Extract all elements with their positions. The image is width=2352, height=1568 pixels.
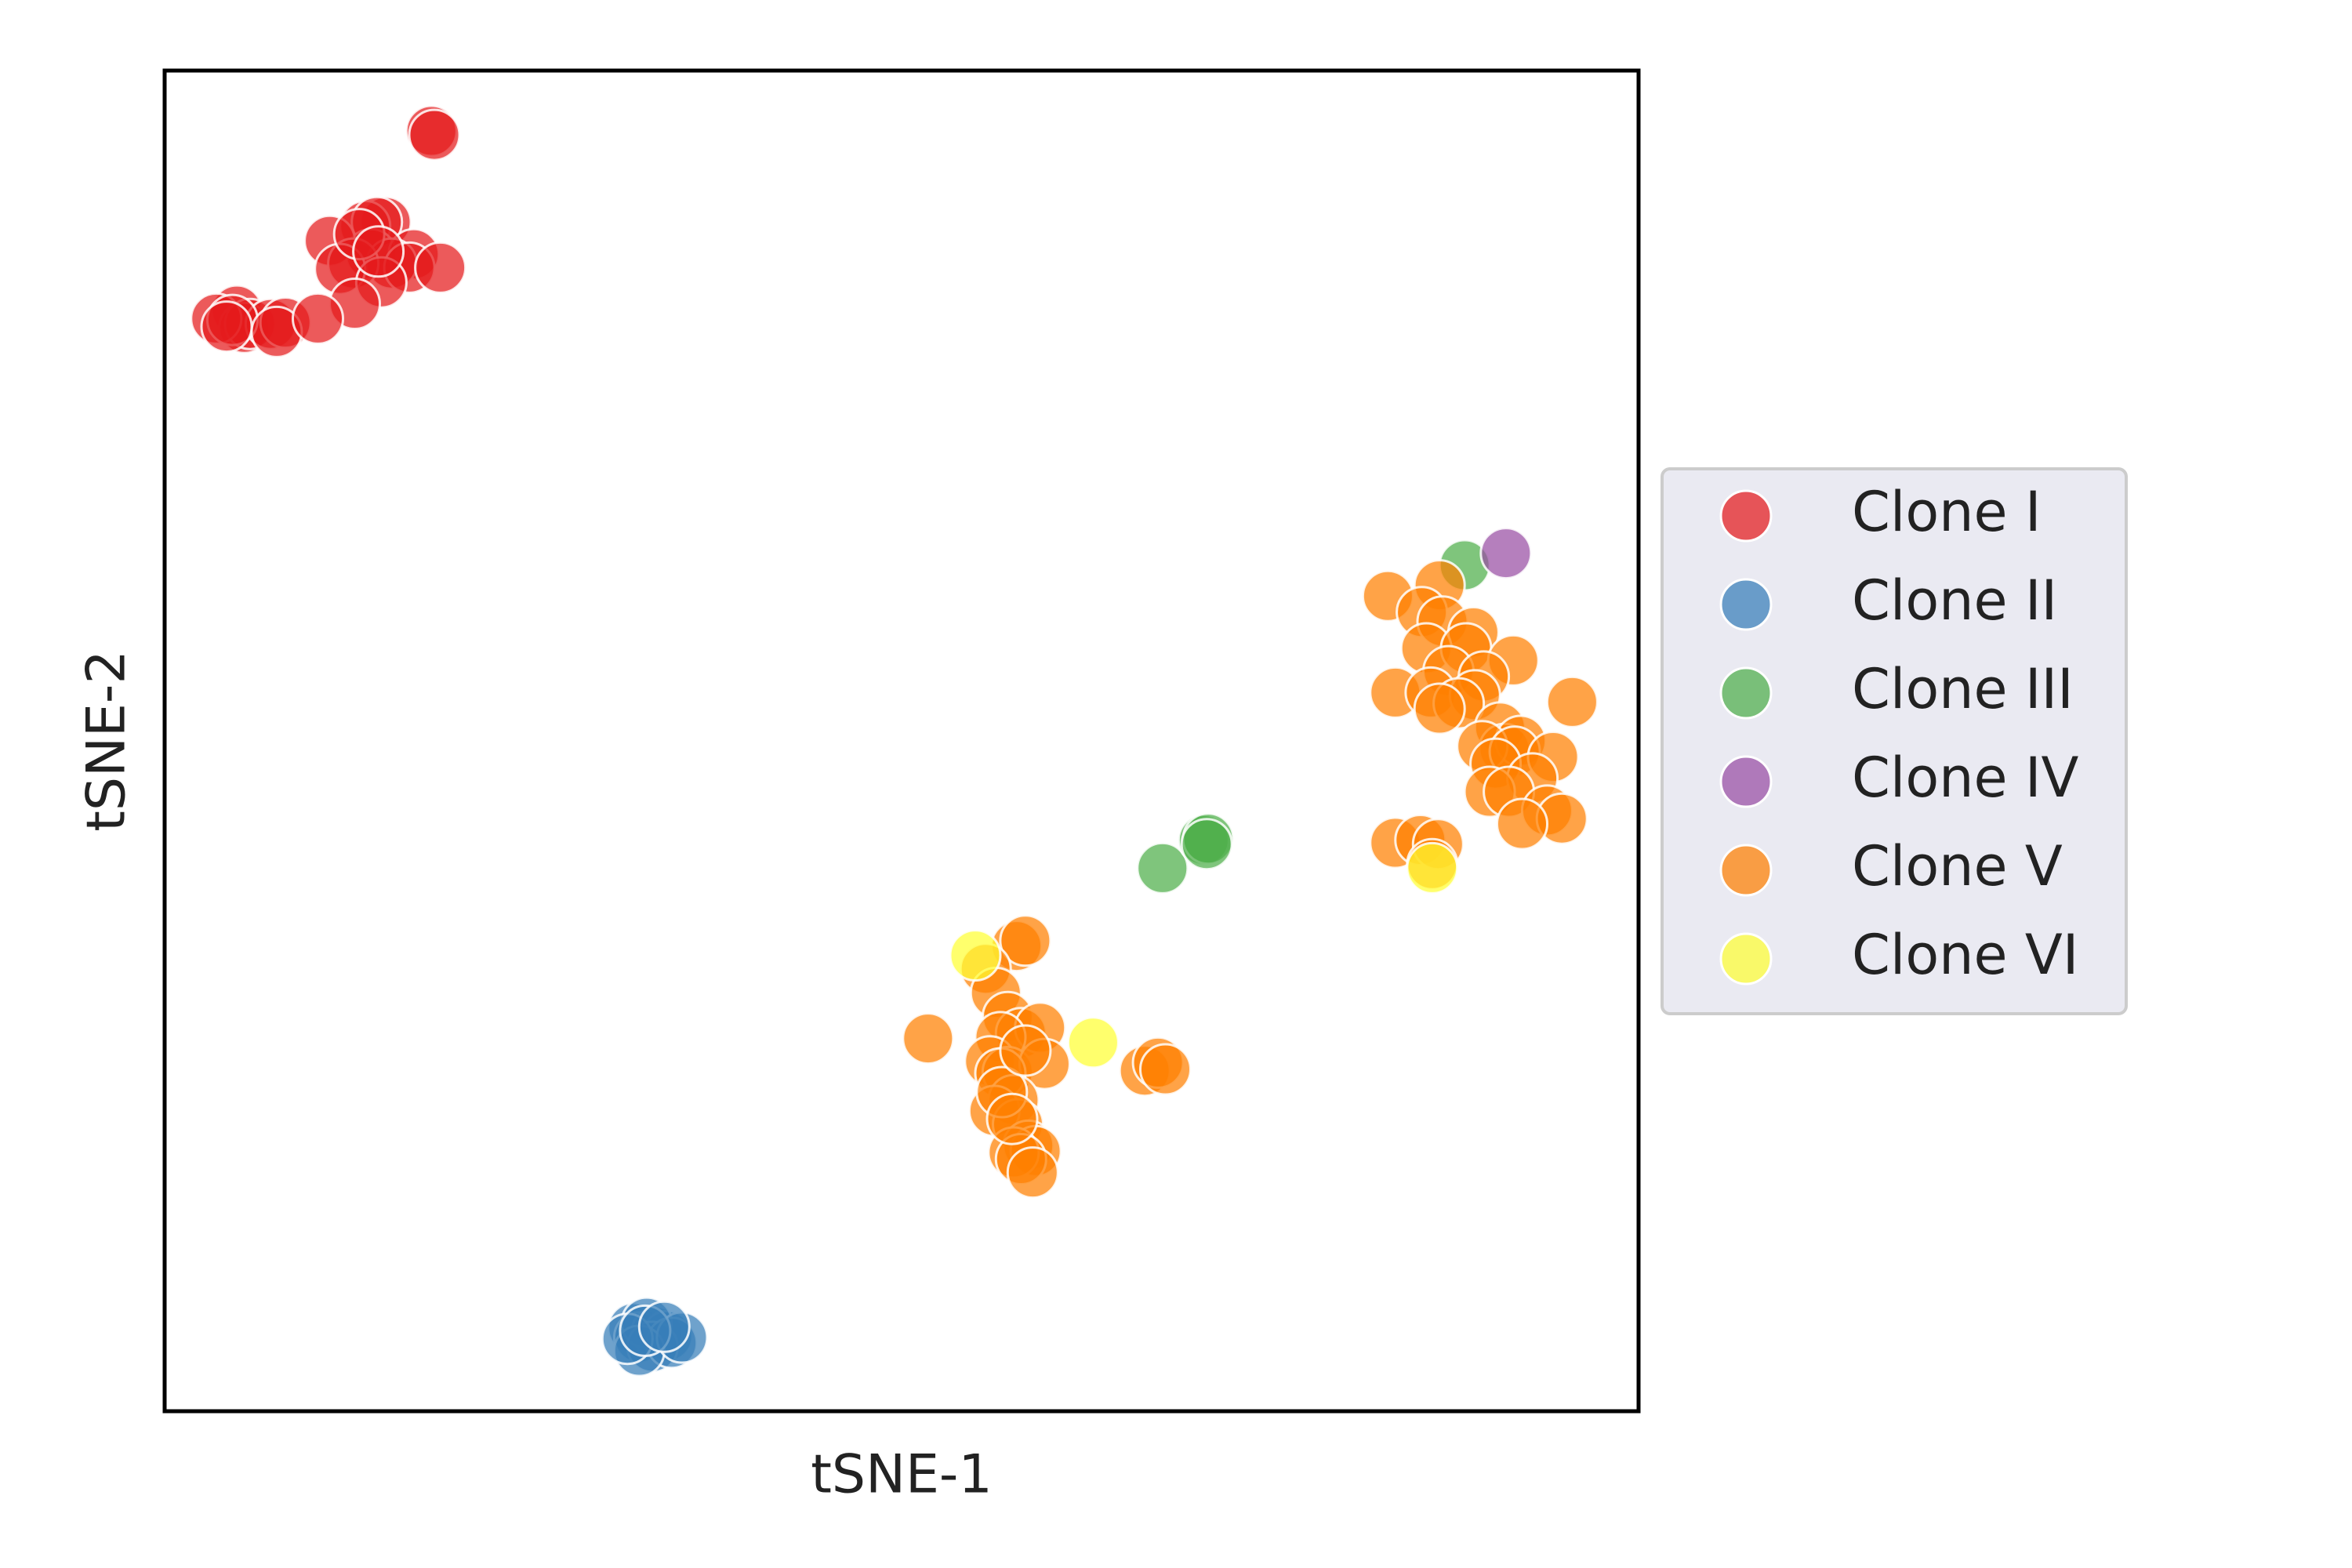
data-point-clone-v-28	[1496, 797, 1548, 851]
data-point-clone-v-56	[1139, 1043, 1192, 1096]
data-point-clone-i-13	[414, 241, 467, 294]
data-point-clone-v-14	[1545, 675, 1599, 728]
data-point-clone-i-23	[292, 292, 344, 345]
data-point-clone-ii-11	[637, 1300, 691, 1353]
legend-marker-clone-vi	[1719, 932, 1773, 985]
legend-marker-clone-i	[1719, 489, 1773, 543]
data-point-clone-v-15	[1413, 682, 1466, 735]
data-point-clone-iv-0	[1479, 527, 1533, 580]
x-axis-label: tSNE-1	[811, 1444, 992, 1506]
data-point-clone-i-26	[352, 225, 405, 278]
y-axis-label: tSNE-2	[76, 650, 138, 831]
legend-label-clone-i: Clone I	[1852, 480, 2041, 544]
legend-label-clone-vi: Clone VI	[1852, 923, 2078, 987]
data-point-clone-v-41	[902, 1012, 955, 1065]
legend-label-clone-iv: Clone IV	[1852, 746, 2078, 810]
legend-label-clone-v: Clone V	[1852, 834, 2063, 898]
plot-frame	[162, 68, 1641, 1414]
data-point-clone-v-58	[985, 1092, 1039, 1145]
plot-area	[190, 104, 1599, 1377]
data-point-clone-v-59	[999, 1024, 1052, 1077]
data-point-clone-iii-1	[1136, 841, 1189, 895]
legend-label-clone-ii: Clone II	[1852, 568, 2057, 633]
data-point-clone-i-24	[200, 300, 253, 354]
data-point-clone-vi-2	[1406, 841, 1459, 895]
data-point-clone-iii-4	[1180, 818, 1233, 871]
legend-marker-clone-ii	[1719, 578, 1773, 631]
legend-marker-clone-iii	[1719, 666, 1773, 720]
data-point-clone-v-53	[1006, 1146, 1059, 1200]
legend-label-clone-iii: Clone III	[1852, 657, 2074, 721]
legend: Clone I Clone II Clone III Clone IV Clone V C…	[1661, 467, 2128, 1015]
legend-marker-clone-v	[1719, 844, 1773, 897]
legend-marker-clone-iv	[1719, 755, 1773, 808]
data-point-clone-i-1	[408, 108, 461, 162]
data-point-clone-vi-1	[1066, 1016, 1120, 1069]
legend-box	[1661, 467, 2128, 1015]
data-point-clone-vi-0	[949, 929, 1002, 982]
data-point-clone-v-34	[999, 914, 1052, 967]
